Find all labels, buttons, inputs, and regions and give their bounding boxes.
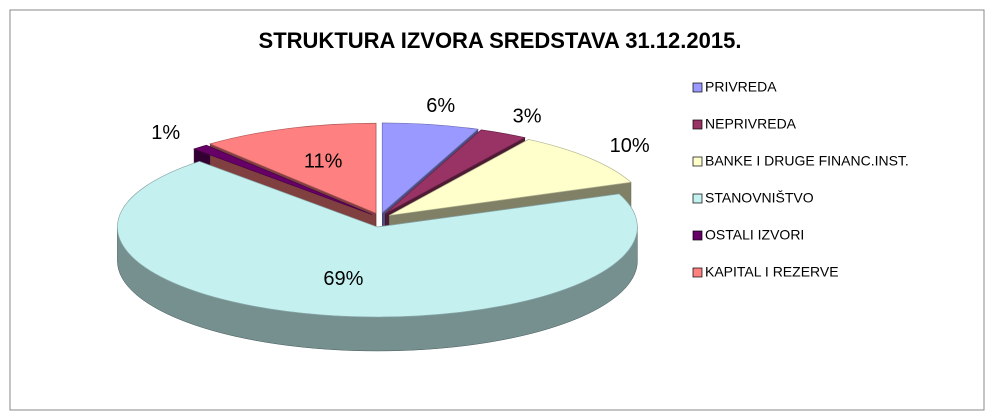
legend-swatch (692, 267, 703, 278)
pie-slice (193, 144, 373, 215)
legend: PRIVREDA NEPRIVREDA BANKE I DRUGE FINANC.I… (692, 79, 909, 280)
data-label: 10% (610, 135, 650, 157)
pie-slice (117, 161, 638, 318)
legend-label: PRIVREDA (705, 79, 777, 95)
pie-slice (389, 139, 632, 216)
legend-swatch (692, 119, 703, 130)
legend-swatch (692, 193, 703, 204)
legend-swatch (692, 156, 703, 167)
legend-label: STANOVNIŠTVO (705, 190, 814, 206)
legend-swatch (692, 230, 703, 241)
data-label: 11% (304, 151, 343, 173)
legend-swatch (692, 82, 703, 93)
legend-label: KAPITAL I REZERVE (705, 264, 839, 280)
chart-title: STRUKTURA IZVORA SREDSTAVA 31.12.2015. (259, 28, 742, 53)
slice-tops (117, 122, 638, 318)
legend-label: NEPRIVREDA (705, 116, 797, 132)
legend-label: BANKE I DRUGE FINANC.INST. (705, 153, 909, 169)
pie-slice (209, 122, 377, 214)
pie-slice (385, 129, 526, 214)
legend-label: OSTALI IZVORI (705, 227, 804, 243)
data-labels: 6% 3% 10% 69% 1% 11% (151, 95, 650, 290)
data-label: 1% (151, 122, 180, 144)
data-label: 6% (426, 95, 455, 117)
data-label: 69% (323, 268, 363, 290)
pie-slice (381, 122, 479, 214)
data-label: 3% (513, 106, 542, 128)
